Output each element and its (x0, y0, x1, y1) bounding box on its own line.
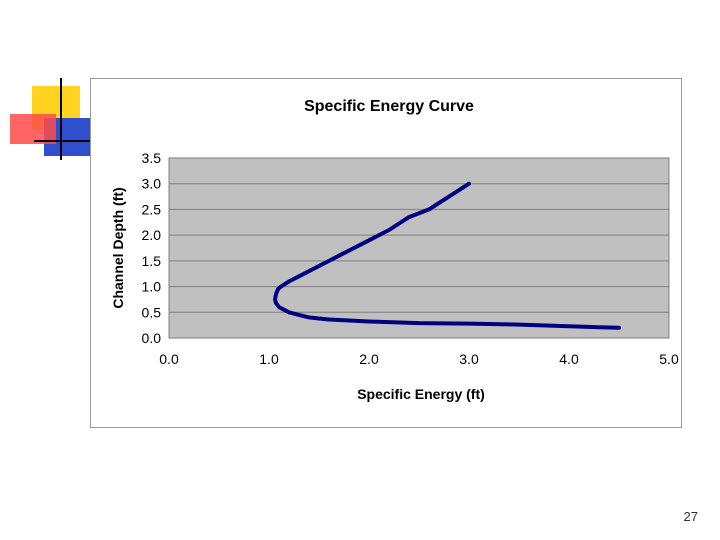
y-axis-label: Channel Depth (ft) (110, 187, 126, 308)
chart-title: Specific Energy Curve (304, 98, 474, 115)
y-tick-label: 3.5 (142, 150, 162, 166)
slide-corner-ornament-icon (10, 78, 92, 160)
x-tick-label: 0.0 (159, 351, 179, 367)
x-tick-label: 5.0 (659, 351, 679, 367)
y-tick-label: 0.0 (142, 330, 162, 346)
y-tick-label: 0.5 (142, 304, 162, 320)
x-tick-label: 4.0 (559, 351, 579, 367)
specific-energy-chart: Specific Energy Curve 0.0 0.5 1.0 1.5 2.0 2.5… (110, 98, 679, 402)
x-tick-labels: 0.0 1.0 2.0 3.0 4.0 5.0 (159, 351, 679, 367)
slide-number: 27 (683, 509, 698, 524)
grid-lines (169, 157, 669, 339)
y-tick-label: 3.0 (142, 176, 162, 192)
y-tick-label: 1.5 (142, 253, 162, 269)
y-tick-labels: 0.0 0.5 1.0 1.5 2.0 2.5 3.0 3.5 (142, 150, 162, 346)
series-line (273, 181, 621, 330)
plot-area (168, 157, 670, 339)
x-tick-label: 1.0 (259, 351, 279, 367)
x-axis-label: Specific Energy (ft) (357, 386, 485, 402)
ornament-red-square (10, 114, 56, 144)
x-tick-label: 3.0 (459, 351, 479, 367)
y-tick-label: 2.0 (142, 227, 162, 243)
y-tick-label: 2.5 (142, 201, 162, 217)
x-tick-label: 2.0 (359, 351, 379, 367)
chart-frame: Specific Energy Curve 0.0 0.5 1.0 1.5 2.0 2.5… (90, 78, 682, 428)
y-tick-label: 1.0 (142, 279, 162, 295)
